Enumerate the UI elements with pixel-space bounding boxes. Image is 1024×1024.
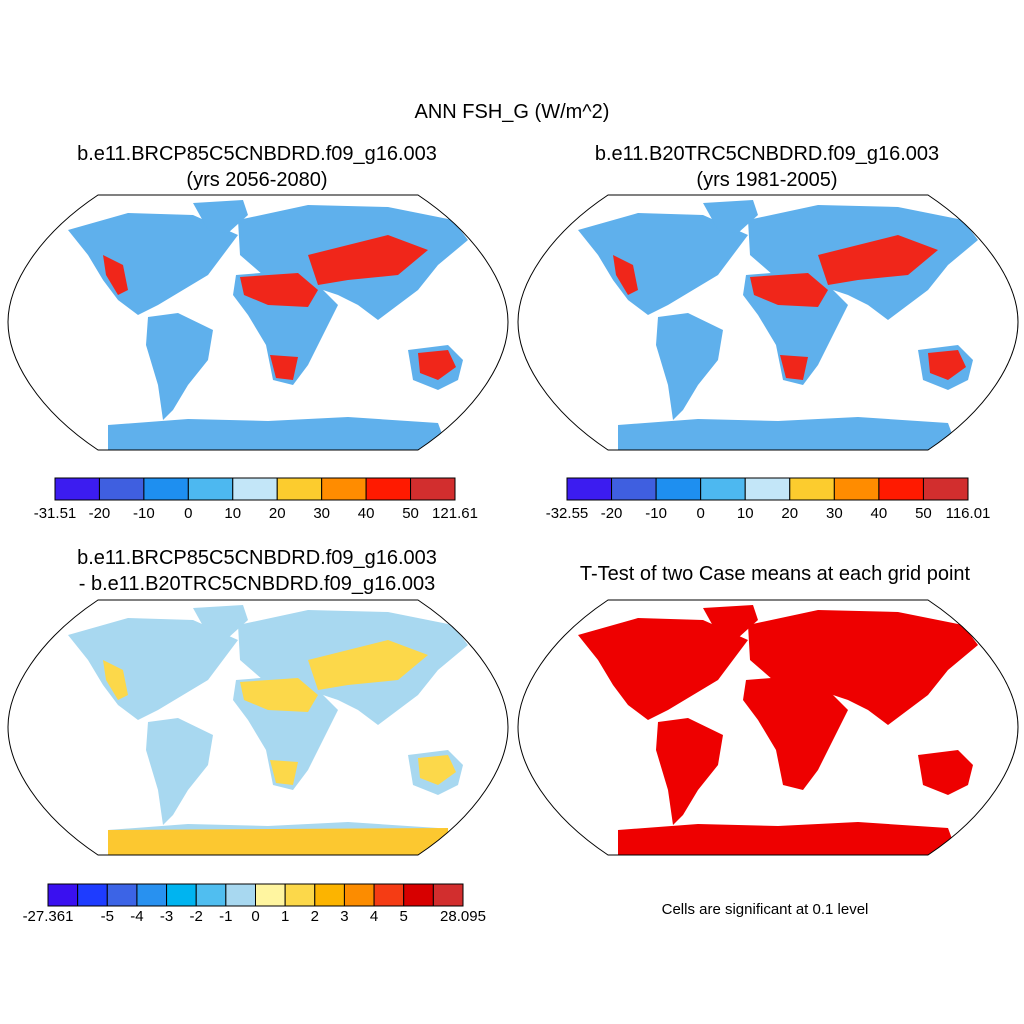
panel-subtitle: (yrs 2056-2080) (186, 169, 327, 191)
colorbar-box (373, 883, 405, 907)
colorbar-box (833, 477, 880, 501)
colorbar-label: 0 (251, 908, 259, 925)
colorbar-label: 4 (370, 908, 378, 925)
colorbar-label: -20 (601, 505, 623, 522)
colorbar-label: -10 (645, 505, 667, 522)
colorbar-box (232, 477, 278, 501)
colorbar-box (77, 883, 108, 907)
colorbar-box (744, 477, 791, 501)
colorbar-label: -32.55 (546, 505, 589, 522)
colorbar-box (878, 477, 924, 501)
colorbar-box (195, 883, 227, 907)
colorbar-label: -3 (160, 908, 173, 925)
colorbar-label: 3 (340, 908, 348, 925)
colorbar-box (106, 883, 138, 907)
colorbar-box (187, 477, 234, 501)
colorbar-box (166, 883, 197, 907)
colorbar-box (47, 883, 79, 907)
panel-title: b.e11.BRCP85C5CNBDRD.f09_g16.003 (77, 143, 437, 165)
colorbar-box (700, 477, 746, 501)
map (7, 194, 509, 451)
colorbar-label: -27.361 (23, 908, 74, 925)
colorbar-label: 20 (269, 505, 286, 522)
colorbar-label: 116.01 (946, 505, 991, 522)
note: Cells are significant at 0.1 level (662, 901, 869, 918)
colorbar-label: 1 (281, 908, 289, 925)
colorbar-label: 10 (737, 505, 754, 522)
colorbar-box (276, 477, 323, 501)
colorbar-box (284, 883, 316, 907)
colorbar-box (655, 477, 702, 501)
map (7, 599, 509, 856)
colorbar-label: 28.095 (440, 908, 486, 925)
colorbar-label: 20 (781, 505, 798, 522)
colorbar-box (225, 883, 257, 907)
colorbar-label: -31.51 (34, 505, 77, 522)
colorbar-label: 0 (184, 505, 192, 522)
colorbar-label: 50 (402, 505, 419, 522)
colorbar-box (922, 477, 969, 501)
panel-title: b.e11.B20TRC5CNBDRD.f09_g16.003 (595, 143, 939, 165)
colorbar-label: -4 (130, 908, 143, 925)
colorbar-box (365, 477, 412, 501)
colorbar-label: -1 (219, 908, 232, 925)
colorbar-label: 121.61 (432, 505, 478, 522)
colorbar-box (611, 477, 657, 501)
panel-subtitle: (yrs 1981-2005) (696, 169, 837, 191)
colorbar-box (403, 883, 434, 907)
colorbar-label: 30 (313, 505, 330, 522)
colorbar-label: 40 (871, 505, 888, 522)
panel-title: T-Test of two Case means at each grid po… (580, 563, 971, 585)
colorbar-box (321, 477, 367, 501)
colorbar-label: -2 (190, 908, 203, 925)
colorbar-label: 0 (696, 505, 704, 522)
colorbar-label: 10 (224, 505, 241, 522)
colorbar-label: -20 (89, 505, 111, 522)
colorbar-label: 5 (400, 908, 408, 925)
colorbar-box (789, 477, 835, 501)
colorbar-box (314, 883, 345, 907)
map (517, 194, 1019, 451)
colorbar-box (566, 477, 613, 501)
colorbar-label: 40 (358, 505, 375, 522)
colorbar-label: -5 (101, 908, 114, 925)
colorbar-box (136, 883, 168, 907)
colorbar-label: 50 (915, 505, 932, 522)
colorbar-label: -10 (133, 505, 155, 522)
colorbar-box (98, 477, 145, 501)
figure-title: ANN FSH_G (W/m^2) (415, 101, 610, 123)
colorbar-box (410, 477, 456, 501)
colorbar-label: 30 (826, 505, 843, 522)
colorbar-box (343, 883, 375, 907)
colorbar-box (143, 477, 189, 501)
colorbar-label: 2 (311, 908, 319, 925)
panel-title: b.e11.BRCP85C5CNBDRD.f09_g16.003 (77, 547, 437, 569)
map (517, 599, 1019, 856)
panel-subtitle: - b.e11.B20TRC5CNBDRD.f09_g16.003 (79, 573, 435, 595)
colorbar-box (54, 477, 100, 501)
colorbar-box (432, 883, 464, 907)
colorbar-box (255, 883, 286, 907)
